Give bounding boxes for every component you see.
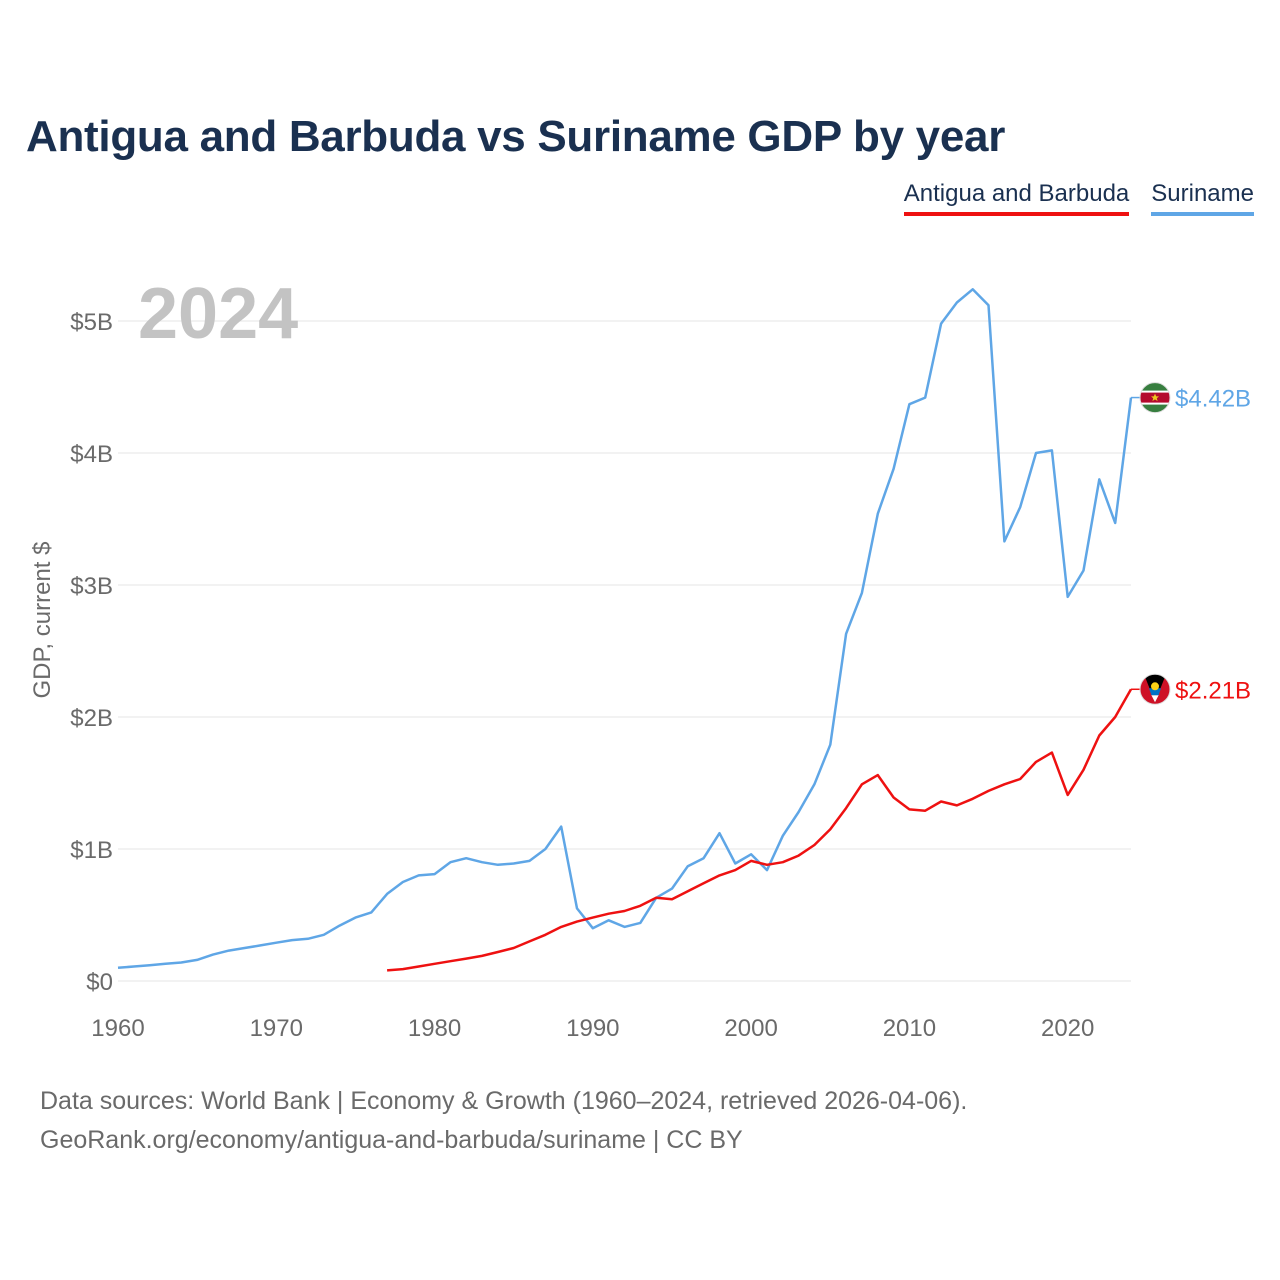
legend-item-suriname[interactable]: Suriname — [1151, 180, 1254, 216]
x-tick-label: 1970 — [250, 1015, 303, 1042]
y-axis-ticks: $0 $1B $2B $3B $4B $5B — [70, 309, 113, 996]
x-tick-label: 2000 — [724, 1015, 777, 1042]
x-tick-label: 1990 — [566, 1015, 619, 1042]
source-line-2[interactable]: GeoRank.org/economy/antigua-and-barbuda/… — [40, 1126, 743, 1154]
y-tick-label: $1B — [70, 837, 113, 864]
x-axis-ticks: 1960 1970 1980 1990 2000 2010 2020 — [91, 1015, 1094, 1042]
gridlines — [118, 320, 1131, 982]
x-tick-label: 1960 — [91, 1015, 144, 1042]
end-labels: $4.42B $2.21B — [1131, 382, 1251, 705]
end-value-label: $2.21B — [1175, 677, 1251, 704]
chart-title: Antigua and Barbuda vs Suriname GDP by y… — [26, 112, 1006, 161]
x-tick-label: 1980 — [408, 1015, 461, 1042]
y-tick-label: $3B — [70, 573, 113, 600]
series-layer — [117, 288, 1133, 972]
y-tick-label: $0 — [86, 969, 113, 996]
x-tick-label: 2010 — [883, 1015, 936, 1042]
y-tick-label: $4B — [70, 441, 113, 468]
end-value-label: $4.42B — [1175, 386, 1251, 413]
legend-item-antigua-and-barbuda[interactable]: Antigua and Barbuda — [903, 180, 1130, 216]
x-tick-label: 2020 — [1041, 1015, 1094, 1042]
y-tick-label: $2B — [70, 705, 113, 732]
series-line-antigua-and-barbuda[interactable] — [386, 688, 1133, 972]
suriname-flag-icon — [1139, 382, 1171, 414]
source-note: Data sources: World Bank | Economy & Gro… — [40, 1082, 967, 1160]
y-axis-label: GDP, current $ — [29, 542, 56, 699]
source-line-1: Data sources: World Bank | Economy & Gro… — [40, 1087, 968, 1115]
year-overlay: 2024 — [138, 274, 298, 354]
antigua-flag-icon — [1139, 673, 1171, 705]
legend: Antigua and Barbuda Suriname — [903, 180, 1254, 216]
y-tick-label: $5B — [70, 309, 113, 336]
series-line-suriname[interactable] — [117, 288, 1133, 970]
